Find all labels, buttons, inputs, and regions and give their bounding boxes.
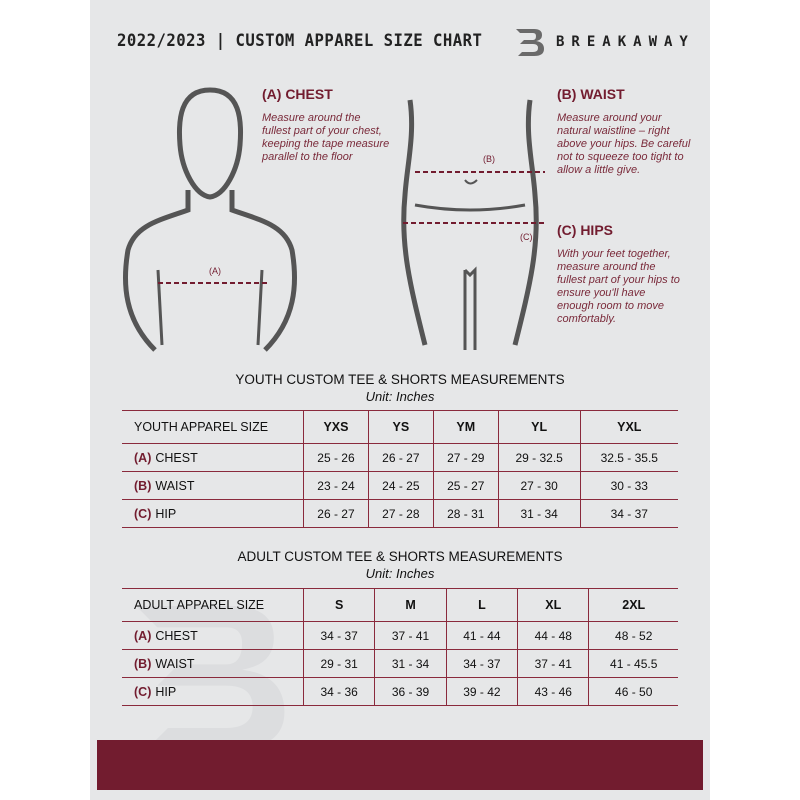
cell: 24 - 25 <box>367 471 434 500</box>
hips-heading: (C) HIPS <box>557 222 613 238</box>
table-row: (A) CHEST 34 - 37 37 - 41 41 - 44 44 - 48… <box>122 621 678 650</box>
waist-heading: (B) WAIST <box>557 86 625 102</box>
hip-marker: (C) <box>520 232 533 242</box>
size-header: L <box>445 588 518 622</box>
row-label: (C) HIP <box>122 677 304 706</box>
brand-name: BREAKAWAY <box>556 34 695 50</box>
cell: 39 - 42 <box>445 677 518 706</box>
size-header: S <box>302 588 375 622</box>
cell: 37 - 41 <box>517 649 589 678</box>
adult-table-title: ADULT CUSTOM TEE & SHORTS MEASUREMENTS <box>237 549 563 564</box>
cell: 29 - 32.5 <box>497 443 581 472</box>
cell: 27 - 30 <box>497 471 581 500</box>
cell: 48 - 52 <box>588 621 678 650</box>
row-code: (C) <box>134 684 152 699</box>
row-label: (B) WAIST <box>122 649 304 678</box>
size-label: YOUTH APPAREL SIZE <box>122 410 304 444</box>
size-header: YL <box>497 410 581 444</box>
table-row: (B) WAIST 23 - 24 24 - 25 25 - 27 27 - 30… <box>122 471 678 500</box>
youth-size-table: YOUTH APPAREL SIZE YXS YS YM YL YXL (A) C… <box>122 410 678 528</box>
table-row: (B) WAIST 29 - 31 31 - 34 34 - 37 37 - 41… <box>122 649 678 678</box>
cell: 41 - 45.5 <box>588 649 678 678</box>
row-name: WAIST <box>155 478 195 493</box>
cell: 34 - 37 <box>302 621 375 650</box>
cell: 34 - 37 <box>579 499 678 528</box>
cell: 26 - 27 <box>367 443 434 472</box>
cell: 25 - 27 <box>432 471 499 500</box>
cell: 34 - 37 <box>445 649 518 678</box>
cell: 36 - 39 <box>374 677 447 706</box>
row-label: (A) CHEST <box>122 443 304 472</box>
size-header: M <box>374 588 447 622</box>
page-title: 2022/2023 | CUSTOM APPAREL SIZE CHART <box>117 31 483 51</box>
waist-instructions: Measure around your natural waistline – … <box>557 112 691 176</box>
table-row: (C) HIP 26 - 27 27 - 28 28 - 31 31 - 34 3… <box>122 499 678 528</box>
cell: 31 - 34 <box>497 499 581 528</box>
row-name: CHEST <box>155 628 198 643</box>
row-name: HIP <box>155 684 177 699</box>
size-header: YM <box>432 410 499 444</box>
size-header: 2XL <box>588 588 678 622</box>
chest-marker: (A) <box>209 266 221 276</box>
row-label: (B) WAIST <box>122 471 304 500</box>
size-header: YXS <box>303 410 369 444</box>
cell: 43 - 46 <box>517 677 589 706</box>
cell: 32.5 - 35.5 <box>579 443 678 472</box>
hips-instructions: With your feet together, measure around … <box>557 248 680 325</box>
cell: 23 - 24 <box>303 471 369 500</box>
row-name: WAIST <box>155 656 195 671</box>
row-code: (A) <box>134 628 152 643</box>
cell: 27 - 29 <box>432 443 499 472</box>
row-label: (A) CHEST <box>122 621 304 650</box>
upper-body-figure <box>122 87 298 352</box>
youth-table-title: YOUTH CUSTOM TEE & SHORTS MEASUREMENTS <box>235 372 565 387</box>
waist-marker: (B) <box>483 154 495 164</box>
table-row: (C) HIP 34 - 36 36 - 39 39 - 42 43 - 46 4… <box>122 677 678 706</box>
row-code: (B) <box>134 656 152 671</box>
size-label: ADULT APPAREL SIZE <box>122 588 304 622</box>
cell: 41 - 44 <box>445 621 518 650</box>
cell: 44 - 48 <box>517 621 589 650</box>
row-name: HIP <box>155 506 177 521</box>
cell: 26 - 27 <box>303 499 369 528</box>
lower-body-figure <box>401 99 545 350</box>
cell: 29 - 31 <box>302 649 375 678</box>
breakaway-logo-icon <box>516 29 544 56</box>
row-name: CHEST <box>155 450 198 465</box>
table-header-row: YOUTH APPAREL SIZE YXS YS YM YL YXL <box>122 410 678 444</box>
row-label: (C) HIP <box>122 499 304 528</box>
table-row: (A) CHEST 25 - 26 26 - 27 27 - 29 29 - 32… <box>122 443 678 472</box>
size-header: YS <box>367 410 434 444</box>
row-code: (C) <box>134 506 152 521</box>
cell: 37 - 41 <box>374 621 447 650</box>
chest-instructions: Measure around the fullest part of your … <box>262 112 390 163</box>
adult-unit: Unit: Inches <box>365 566 435 581</box>
row-code: (A) <box>134 450 152 465</box>
footer-band <box>97 740 703 790</box>
cell: 31 - 34 <box>374 649 447 678</box>
cell: 34 - 36 <box>302 677 375 706</box>
youth-unit: Unit: Inches <box>365 389 435 404</box>
adult-size-table: ADULT APPAREL SIZE S M L XL 2XL (A) CHEST… <box>122 588 678 706</box>
cell: 27 - 28 <box>367 499 434 528</box>
row-code: (B) <box>134 478 152 493</box>
size-header: YXL <box>579 410 678 444</box>
size-header: XL <box>517 588 589 622</box>
chest-heading: (A) CHEST <box>262 86 333 102</box>
cell: 30 - 33 <box>579 471 678 500</box>
table-header-row: ADULT APPAREL SIZE S M L XL 2XL <box>122 588 678 622</box>
cell: 28 - 31 <box>432 499 499 528</box>
cell: 46 - 50 <box>588 677 678 706</box>
cell: 25 - 26 <box>303 443 369 472</box>
